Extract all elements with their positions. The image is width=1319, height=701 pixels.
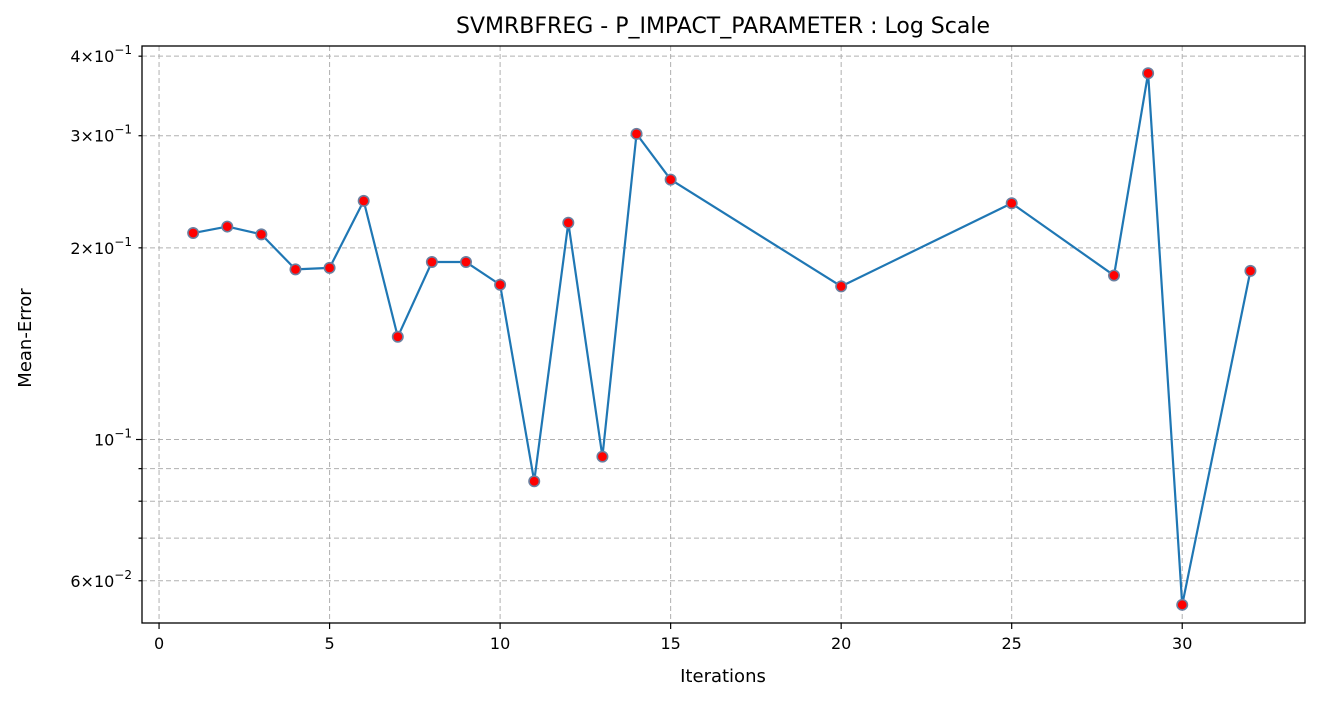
y-tick-base: 10 (94, 47, 114, 66)
data-point (1108, 269, 1121, 282)
y-axis: 10−16×10−22×10−13×10−14×10−1 (70, 43, 142, 591)
y-tick-mantissa: 4 (70, 47, 80, 66)
y-tick-label: 4×10−1 (70, 43, 132, 66)
data-point (1005, 197, 1018, 210)
x-tick-label: 30 (1172, 634, 1192, 653)
y-tick-label: 3×10−1 (70, 123, 132, 146)
x-tick-label: 0 (154, 634, 164, 653)
data-point (494, 278, 507, 291)
y-tick-exponent: −1 (114, 427, 132, 441)
y-tick-exponent: −1 (114, 123, 132, 137)
y-tick-base: 10 (94, 572, 114, 591)
grid (142, 46, 1305, 623)
y-tick-exponent: −1 (114, 235, 132, 249)
x-tick-label: 10 (490, 634, 510, 653)
data-point (528, 475, 541, 488)
x-tick-label: 15 (660, 634, 680, 653)
x-axis-label: Iterations (680, 666, 766, 687)
data-point (630, 127, 643, 140)
y-tick-label: 6×10−2 (70, 568, 132, 591)
data-point (289, 263, 302, 276)
y-tick-exponent: −1 (114, 43, 132, 57)
data-point (1142, 67, 1155, 80)
y-tick-mantissa: 6 (70, 572, 80, 591)
y-tick-base: 10 (94, 127, 114, 146)
chart-title: SVMRBFREG - P_IMPACT_PARAMETER : Log Sca… (456, 14, 990, 39)
x-tick-label: 20 (831, 634, 851, 653)
x-tick-label: 5 (324, 634, 334, 653)
data-point (596, 450, 609, 463)
y-tick-base: 10 (94, 239, 114, 258)
y-tick-times: × (81, 239, 94, 258)
data-point (425, 256, 438, 269)
data-series (187, 67, 1257, 611)
data-point (255, 228, 268, 241)
y-tick-label: 10−1 (94, 427, 132, 450)
y-axis-label: Mean-Error (15, 288, 36, 388)
y-tick-mantissa: 3 (70, 127, 80, 146)
y-tick-base: 10 (94, 431, 114, 450)
x-tick-label: 25 (1002, 634, 1022, 653)
data-point (562, 216, 575, 229)
y-tick-mantissa: 2 (70, 239, 80, 258)
data-point (323, 261, 336, 274)
data-point (664, 173, 677, 186)
x-axis: 0 5 10 15 20 25 30 (154, 623, 1192, 653)
data-point (187, 227, 200, 240)
y-tick-times: × (81, 47, 94, 66)
data-point (221, 220, 234, 233)
y-tick-exponent: −2 (114, 568, 132, 582)
data-point (460, 256, 473, 269)
data-point (1176, 598, 1189, 611)
data-point (1244, 264, 1257, 277)
y-tick-label: 2×10−1 (70, 235, 132, 258)
data-point (835, 280, 848, 293)
y-tick-times: × (81, 127, 94, 146)
plot-frame (141, 45, 1306, 624)
y-tick-times: × (81, 572, 94, 591)
data-point (357, 194, 370, 207)
data-point (391, 330, 404, 343)
